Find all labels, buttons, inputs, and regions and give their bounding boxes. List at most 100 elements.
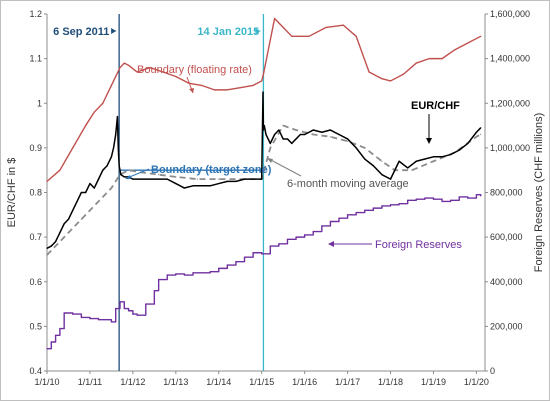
y-tick-label: 0.4 [29, 366, 42, 376]
data-point [116, 116, 119, 118]
data-point [372, 207, 374, 209]
x-tick-label: 1/1/20 [464, 377, 489, 387]
data-point [85, 191, 87, 194]
event-label: 14 Jan 2015 [197, 26, 259, 38]
data-point [218, 267, 220, 269]
data-point [115, 133, 117, 136]
series-line-eur-chf [46, 91, 482, 249]
data-point [239, 87, 241, 89]
event-arrowhead [111, 28, 117, 34]
data-point [346, 138, 349, 140]
data-point [54, 334, 57, 336]
data-point [381, 160, 383, 162]
data-point [50, 341, 52, 343]
data-point [480, 35, 482, 37]
arrow-moving-average [268, 158, 302, 177]
x-tick-label: 1/1/11 [78, 377, 102, 387]
data-point [467, 42, 469, 44]
data-point [136, 314, 138, 316]
data-point [381, 174, 383, 176]
data-point [112, 147, 115, 149]
data-point [97, 319, 100, 321]
data-point [282, 124, 284, 127]
arrowhead-eurchf [426, 138, 432, 144]
data-point [175, 182, 177, 185]
x-tick-label: 1/1/13 [163, 377, 188, 387]
data-point [269, 147, 271, 149]
data-point [411, 169, 413, 171]
y-tick-label: 0.6 [29, 277, 42, 287]
data-point [200, 185, 203, 187]
data-point [402, 73, 405, 75]
event-arrowhead [255, 28, 261, 34]
data-point [312, 230, 314, 233]
data-point [329, 136, 332, 138]
data-point [132, 313, 134, 315]
data-point [381, 205, 383, 207]
data-point [67, 218, 70, 220]
data-point [432, 198, 435, 200]
data-point [102, 102, 104, 104]
data-point [407, 199, 409, 201]
data-point [166, 178, 168, 180]
data-point [123, 176, 125, 178]
data-point [72, 313, 74, 315]
annotations-layer: Boundary (floating rate) Boundary (target… [125, 64, 462, 251]
data-point [261, 253, 263, 255]
data-point [72, 209, 74, 211]
y-axis-title: EUR/CHF in $ [6, 158, 18, 228]
x-tick-label: 1/1/14 [206, 377, 231, 387]
data-point [97, 200, 100, 203]
data-point [325, 26, 327, 28]
data-point [480, 127, 482, 129]
data-point [458, 196, 460, 198]
data-point [295, 129, 297, 131]
data-point [355, 211, 357, 214]
data-point [252, 252, 254, 254]
data-point [46, 348, 48, 350]
annotation-boundary-floating: Boundary (floating rate) [137, 64, 252, 76]
data-point [54, 240, 57, 243]
data-point [480, 195, 482, 197]
data-point [424, 158, 426, 160]
data-point [368, 71, 370, 73]
data-point [338, 133, 340, 136]
data-point [80, 218, 82, 220]
data-point [200, 84, 203, 86]
data-point [59, 232, 61, 234]
data-point [63, 312, 65, 314]
x-tick-label: 1/1/10 [34, 377, 59, 387]
y2-tick-label: 400,000 [490, 277, 523, 287]
data-point [226, 89, 228, 91]
data-point [278, 243, 280, 245]
data-point [46, 180, 48, 182]
data-point [407, 167, 409, 169]
data-point [321, 225, 323, 227]
data-point [304, 234, 306, 236]
annotation-eurchf: EUR/CHF [411, 100, 460, 112]
data-point [93, 111, 95, 113]
data-point [441, 200, 443, 203]
data-point [346, 140, 349, 142]
event-label: 6 Sep 2011 [53, 26, 109, 38]
data-point [458, 149, 460, 151]
data-point [200, 272, 203, 274]
data-point [467, 197, 469, 199]
axes: 0.4 0.5 0.6 0.7 0.8 0.9 1 1.1 1.2 0 200,000 400,000… [6, 9, 545, 387]
data-point [226, 264, 228, 266]
data-point [381, 78, 383, 80]
x-tick-label: 1/1/18 [378, 377, 403, 387]
data-point [261, 178, 263, 180]
data-point [243, 256, 246, 258]
data-point [262, 91, 264, 93]
y2-tick-label: 200,000 [490, 321, 523, 331]
data-point [389, 178, 392, 180]
data-point [50, 245, 52, 247]
data-point [372, 165, 374, 167]
data-point [119, 66, 121, 69]
data-point [312, 129, 314, 131]
annotation-moving-average: 6-month moving average [287, 178, 409, 190]
data-point [89, 182, 91, 185]
y2-tick-label: 1,000,000 [490, 143, 530, 153]
